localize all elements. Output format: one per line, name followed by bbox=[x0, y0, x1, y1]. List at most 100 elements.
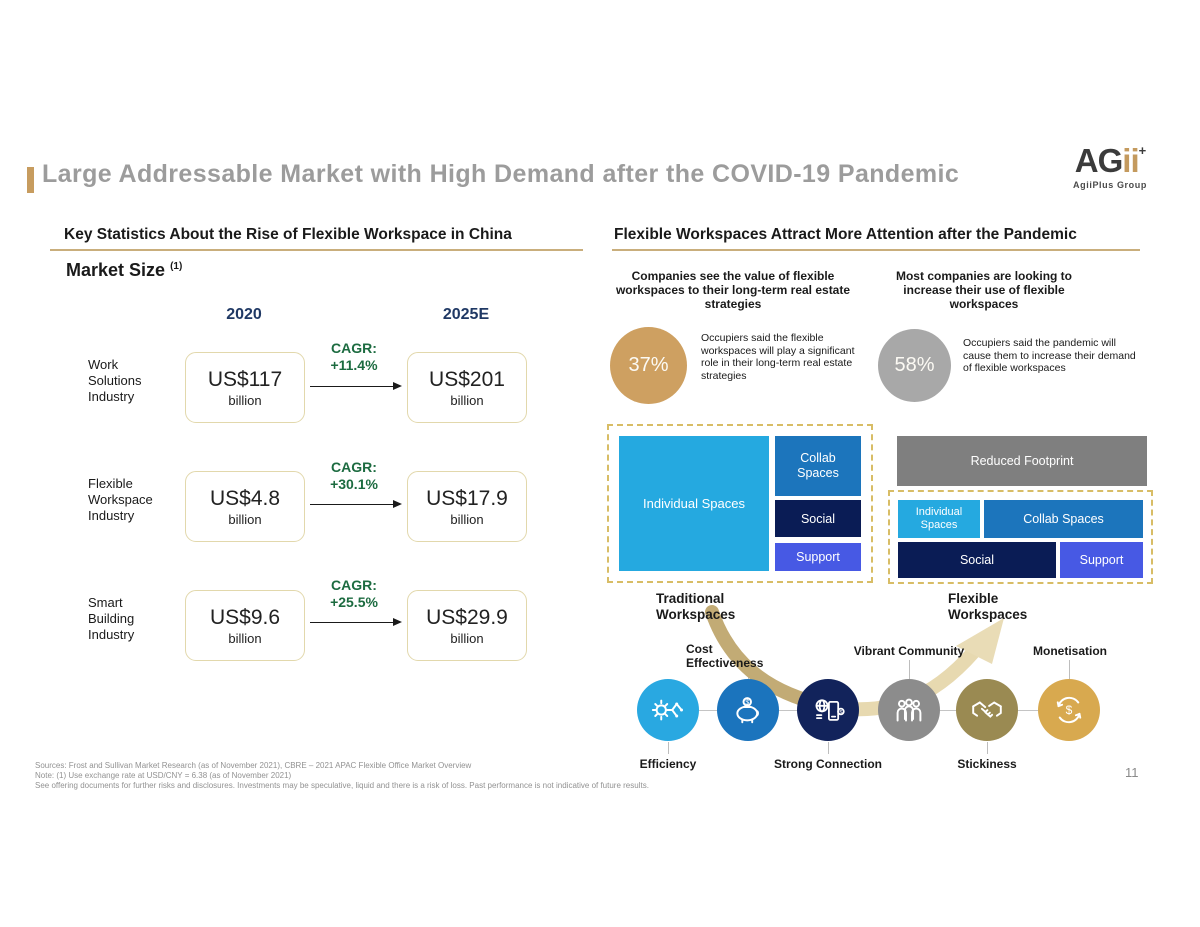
cagr-row3: CAGR: +25.5% bbox=[306, 577, 402, 611]
logo-ag-text: AG bbox=[1074, 142, 1123, 179]
logo-ii-text: ii bbox=[1122, 142, 1139, 179]
value-box-2025-row2: US$17.9 billion bbox=[407, 471, 527, 542]
value-2020-row2: US$4.8 bbox=[209, 486, 281, 510]
unit-2025-row2: billion bbox=[450, 511, 484, 527]
traditional-social: Social bbox=[775, 500, 861, 537]
flexible-individual-spaces: Individual Spaces bbox=[898, 500, 980, 538]
cost-effectiveness-icon-badge: $ bbox=[717, 679, 779, 741]
connector-vibrant-community bbox=[909, 660, 910, 679]
benefit-label-monetisation: Monetisation bbox=[1033, 644, 1107, 658]
title-accent-bar bbox=[27, 167, 34, 193]
right-section-header: Flexible Workspaces Attract More Attenti… bbox=[614, 226, 1077, 243]
market-size-footnote-ref: (1) bbox=[170, 261, 183, 272]
cagr-value-row2: +30.1% bbox=[330, 476, 378, 492]
vibrant-community-icon-badge bbox=[878, 679, 940, 741]
monetisation-icon-badge: $ bbox=[1038, 679, 1100, 741]
stickiness-icon-badge bbox=[956, 679, 1018, 741]
connector-efficiency bbox=[668, 742, 669, 754]
connector-strong-connection bbox=[828, 742, 829, 754]
row-label-work-solutions: Work Solutions Industry bbox=[88, 357, 142, 404]
svg-text:$: $ bbox=[839, 710, 843, 716]
benefit-label-strong-connection: Strong Connection bbox=[774, 757, 882, 771]
connector-monetisation bbox=[1069, 660, 1070, 679]
unit-2020-row1: billion bbox=[228, 392, 262, 408]
stat-percent-37: 37% bbox=[628, 354, 669, 376]
logo-plus-mark: + bbox=[1138, 143, 1147, 158]
benefit-label-stickiness: Stickiness bbox=[957, 757, 1017, 771]
benefit-label-efficiency: Efficiency bbox=[639, 757, 697, 771]
value-box-2020-row2: US$4.8 billion bbox=[185, 471, 305, 542]
stat-description-left: Occupiers said the flexible workspaces w… bbox=[701, 332, 855, 382]
column-header-2025e: 2025E bbox=[442, 306, 490, 323]
column-header-2020: 2020 bbox=[226, 306, 262, 323]
row-label-flexible-workspace: Flexible Workspace Industry bbox=[88, 476, 153, 523]
stat-percent-58: 58% bbox=[894, 354, 935, 376]
stat-description-right: Occupiers said the pandemic will cause t… bbox=[963, 337, 1136, 374]
growth-arrow-row1 bbox=[310, 381, 402, 390]
cagr-value-row3: +25.5% bbox=[330, 594, 378, 610]
cagr-row1: CAGR: +11.4% bbox=[306, 340, 402, 374]
unit-2025-row3: billion bbox=[450, 630, 484, 646]
traditional-individual-spaces: Individual Spaces bbox=[619, 436, 769, 571]
traditional-support: Support bbox=[775, 543, 861, 571]
stat-circle-37: 37% bbox=[610, 327, 687, 404]
right-header-underline bbox=[612, 249, 1140, 251]
stat-intro-left: Companies see the value of flexible work… bbox=[615, 269, 851, 311]
cagr-label-row1: CAGR: bbox=[331, 340, 377, 356]
row-label-smart-building: Smart Building Industry bbox=[88, 595, 135, 642]
efficiency-icon-badge bbox=[637, 679, 699, 741]
gear-circuit-icon bbox=[651, 699, 683, 721]
value-2020-row3: US$9.6 bbox=[209, 605, 281, 629]
cagr-row2: CAGR: +30.1% bbox=[306, 459, 402, 493]
market-size-title: Market Size (1) bbox=[66, 260, 182, 281]
svg-text:$: $ bbox=[1066, 703, 1073, 717]
cagr-label-row2: CAGR: bbox=[331, 459, 377, 475]
piggy-bank-icon: $ bbox=[736, 697, 759, 724]
footer-sources: Sources: Frost and Sullivan Market Resea… bbox=[35, 761, 472, 770]
value-2020-row1: US$117 bbox=[207, 367, 283, 391]
footer-note: Note: (1) Use exchange rate at USD/CNY =… bbox=[35, 771, 292, 780]
value-2025-row2: US$17.9 bbox=[426, 486, 508, 510]
devices-globe-icon: $ bbox=[815, 699, 845, 721]
value-2025-row3: US$29.9 bbox=[426, 605, 508, 629]
traditional-workspaces-label: Traditional Workspaces bbox=[656, 591, 736, 622]
stat-circle-58: 58% bbox=[878, 329, 951, 402]
growth-arrow-row2 bbox=[310, 499, 402, 508]
value-box-2025-row3: US$29.9 billion bbox=[407, 590, 527, 661]
benefit-label-vibrant-community: Vibrant Community bbox=[853, 644, 965, 658]
traditional-treemap: Individual Spaces Collab Spaces Social S… bbox=[607, 424, 873, 583]
page-title: Large Addressable Market with High Deman… bbox=[42, 160, 960, 188]
unit-2020-row2: billion bbox=[228, 511, 262, 527]
traditional-collab-spaces: Collab Spaces bbox=[775, 436, 861, 496]
benefit-label-cost-effectiveness: Cost Effectiveness bbox=[686, 642, 764, 670]
value-box-2020-row3: US$9.6 billion bbox=[185, 590, 305, 661]
cagr-label-row3: CAGR: bbox=[331, 577, 377, 593]
stat-intro-right: Most companies are looking to increase t… bbox=[895, 269, 1073, 311]
svg-text:$: $ bbox=[745, 699, 749, 706]
company-logo: AGii+ AgiiPlus Group bbox=[1048, 144, 1172, 190]
left-header-underline bbox=[50, 249, 583, 251]
flexible-treemap: Individual Spaces Collab Spaces Social S… bbox=[888, 490, 1153, 584]
logo-subtitle: AgiiPlus Group bbox=[1073, 180, 1147, 190]
logo-wordmark: AGii+ bbox=[1048, 144, 1172, 177]
flexible-social: Social bbox=[898, 542, 1056, 578]
people-group-icon bbox=[896, 698, 922, 722]
handshake-icon bbox=[972, 701, 1002, 718]
footer-disclaimer: See offering documents for further risks… bbox=[35, 781, 649, 790]
value-2025-row1: US$201 bbox=[429, 367, 505, 391]
unit-2025-row1: billion bbox=[450, 392, 484, 408]
left-section-header: Key Statistics About the Rise of Flexibl… bbox=[64, 226, 512, 243]
strong-connection-icon-badge: $ bbox=[797, 679, 859, 741]
value-box-2020-row1: US$117 billion bbox=[185, 352, 305, 423]
flexible-collab-spaces: Collab Spaces bbox=[984, 500, 1143, 538]
value-box-2025-row1: US$201 billion bbox=[407, 352, 527, 423]
flexible-workspaces-label: Flexible Workspaces bbox=[948, 591, 1028, 622]
page-number: 11 bbox=[1125, 765, 1139, 780]
flexible-reduced-footprint: Reduced Footprint bbox=[897, 436, 1147, 486]
connector-stickiness bbox=[987, 742, 988, 754]
cagr-value-row1: +11.4% bbox=[330, 357, 378, 373]
flexible-support: Support bbox=[1060, 542, 1143, 578]
unit-2020-row3: billion bbox=[228, 630, 262, 646]
money-cycle-icon: $ bbox=[1056, 696, 1082, 724]
